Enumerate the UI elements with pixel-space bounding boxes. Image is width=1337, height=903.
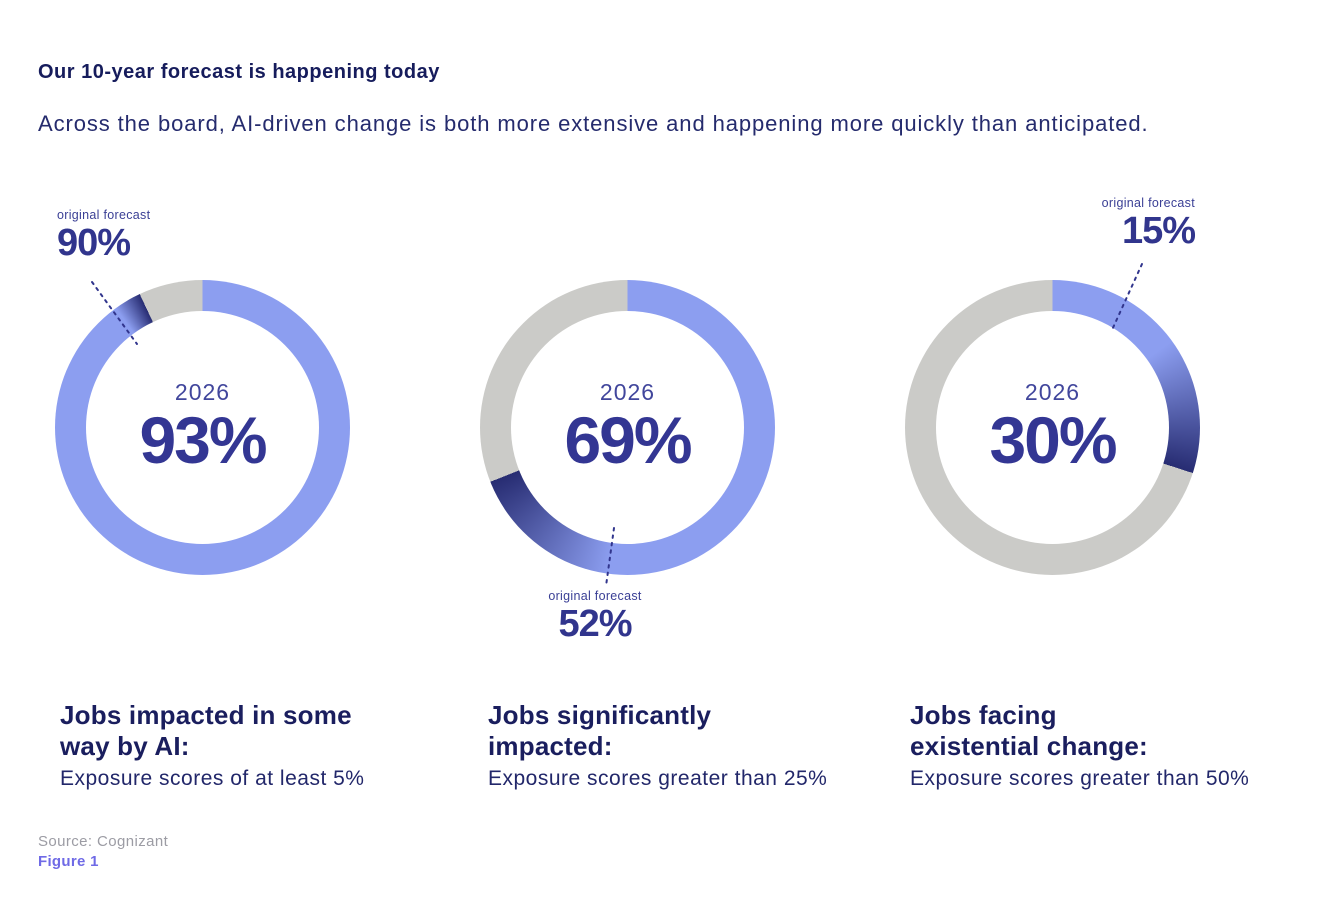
donut-year: 2026 — [599, 378, 656, 405]
original-forecast-value: 90% — [57, 222, 131, 264]
donut-chart-jobs-impacted: original forecast 90% 2026 93% Jobs impa… — [0, 160, 425, 840]
caption-subtitle: Exposure scores of at least 5% — [60, 767, 365, 790]
donut-chart-jobs-significantly-impacted: original forecast 52% 2026 69% Jobs sign… — [425, 160, 850, 840]
donut-center-text: 2026 69% — [511, 311, 744, 544]
caption-subtitle: Exposure scores greater than 50% — [910, 767, 1250, 790]
caption-subtitle: Exposure scores greater than 25% — [488, 767, 828, 790]
donut-year: 2026 — [174, 378, 231, 405]
page-subtitle: Across the board, AI-driven change is bo… — [38, 111, 1149, 136]
donut-ring: 2026 69% — [480, 280, 775, 575]
original-forecast-label: original forecast — [57, 208, 151, 222]
source-block: Source: Cognizant Figure 1 — [38, 833, 168, 870]
donut-center-text: 2026 93% — [86, 311, 319, 544]
original-forecast-annotation: original forecast 90% — [57, 208, 150, 263]
original-forecast-annotation: original forecast 15% — [1045, 196, 1196, 252]
donut-value: 93% — [139, 403, 267, 477]
chart-caption: Jobs impacted in some way by AI: Exposur… — [60, 700, 420, 791]
original-forecast-label: original forecast — [548, 589, 642, 603]
original-forecast-value: 15% — [1121, 210, 1196, 252]
caption-title: Jobs facing existential change: — [910, 700, 1148, 761]
donut-value: 30% — [989, 403, 1117, 477]
chart-caption: Jobs facing existential change: Exposure… — [910, 700, 1270, 791]
caption-title: Jobs impacted in some way by AI: — [60, 700, 352, 761]
donut-year: 2026 — [1024, 378, 1081, 405]
donut-value: 69% — [564, 403, 692, 477]
donut-center-text: 2026 30% — [936, 311, 1169, 544]
caption-title: Jobs significantly impacted: — [488, 700, 712, 761]
page-title: Our 10-year forecast is happening today — [38, 61, 440, 83]
chart-caption: Jobs significantly impacted: Exposure sc… — [488, 700, 848, 791]
original-forecast-annotation: original forecast 52% — [520, 589, 670, 644]
original-forecast-label: original forecast — [1101, 196, 1195, 210]
donut-ring: 2026 30% — [905, 280, 1200, 575]
donut-chart-jobs-existential-change: original forecast 15% 2026 30% Jobs faci… — [850, 160, 1275, 840]
original-forecast-value: 52% — [558, 603, 632, 645]
donut-ring: 2026 93% — [55, 280, 350, 575]
figure-label: Figure 1 — [38, 853, 99, 870]
source-text: Source: Cognizant — [38, 833, 169, 850]
